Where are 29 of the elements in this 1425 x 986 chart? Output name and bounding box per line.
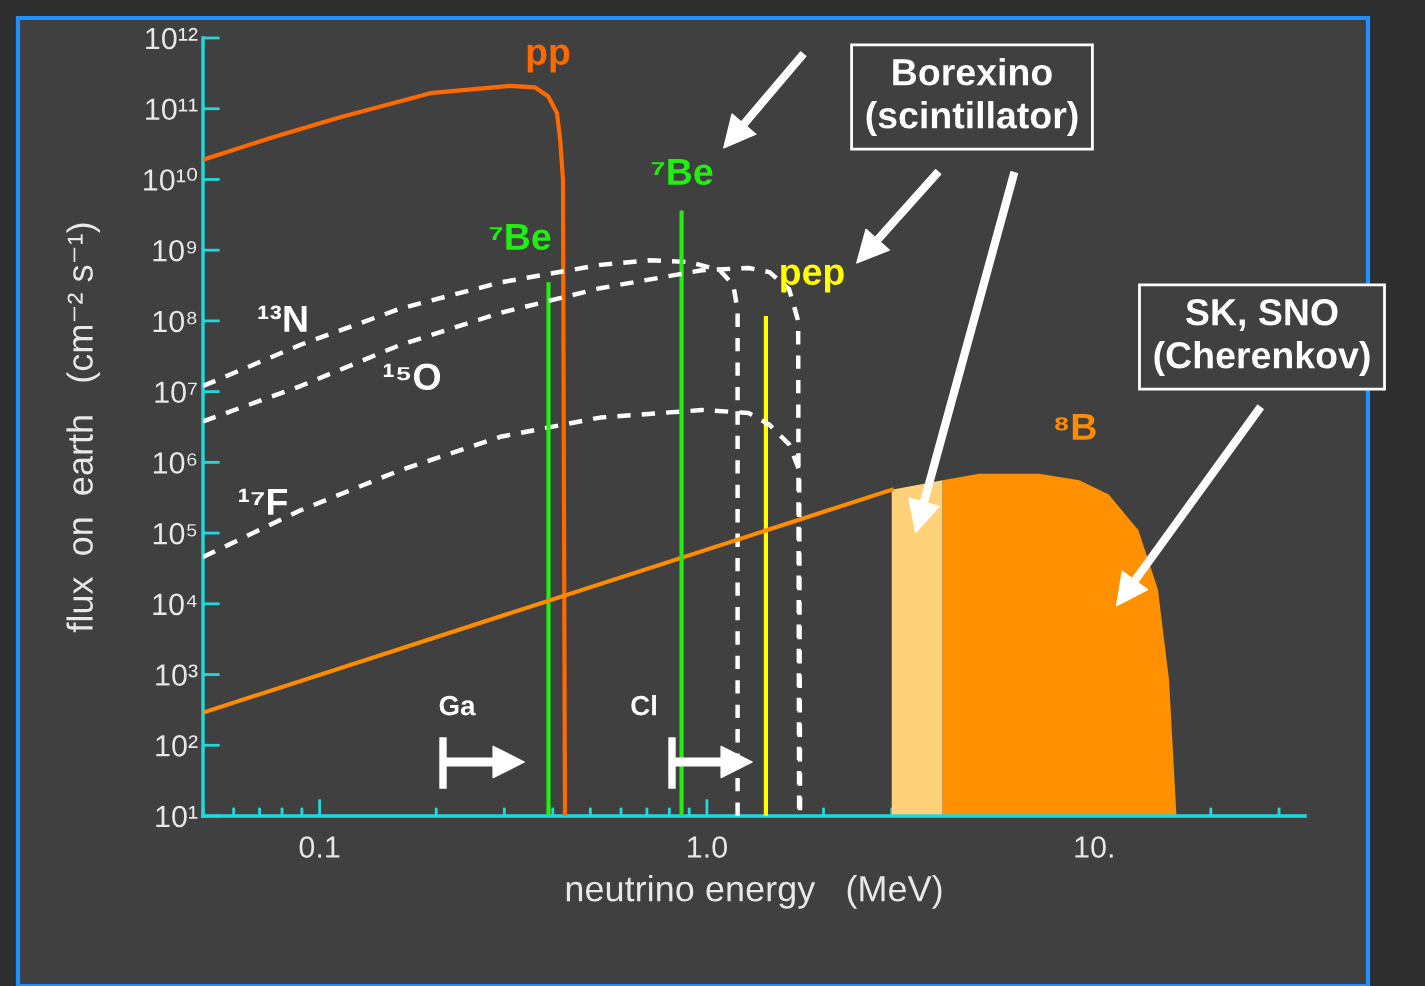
annotation: Cl: [631, 695, 656, 716]
y-tick-label: 10⁷: [155, 381, 197, 404]
y-axis-title: flux on earth (cm⁻² s⁻¹): [66, 223, 101, 633]
y-tick-label: 10⁶: [153, 452, 197, 474]
annotation: Borexino (scintillator): [866, 57, 1078, 137]
text: ⁸B: [1055, 413, 1096, 440]
annotation: Ga: [439, 695, 476, 716]
y-tick-label: 10¹²: [146, 27, 198, 50]
y-tick-label: 10⁸: [153, 310, 197, 333]
y-tick-label: 10²: [156, 735, 198, 757]
series-label: pep: [781, 264, 844, 293]
x-tick-label: 1.0: [688, 836, 727, 858]
x-tick-label: 10.: [1075, 836, 1113, 858]
series-label: ⁷Be: [489, 223, 551, 251]
x-tick-label: 0.1: [299, 836, 340, 858]
y-tick-label: 10⁵: [153, 522, 197, 545]
series-label: ¹³N: [258, 305, 307, 332]
annotation: SK, SNO (Cherenkov): [1154, 298, 1370, 377]
x-axis-title: neutrino energy (MeV): [566, 875, 942, 909]
y-tick-label: 10¹¹: [146, 98, 198, 121]
y-tick-label: 10³: [156, 664, 198, 686]
y-tick-label: 10¹⁰: [144, 167, 198, 191]
series-label: pp: [527, 44, 570, 73]
series-label: ¹⁵O: [383, 363, 441, 391]
y-tick-label: 10⁹: [153, 239, 197, 262]
y-tick-label: 10¹: [156, 805, 198, 828]
y-tick-label: 10⁴: [153, 593, 197, 616]
series-label: ¹⁷F: [239, 488, 288, 515]
series-label: ⁷Be: [651, 158, 713, 186]
